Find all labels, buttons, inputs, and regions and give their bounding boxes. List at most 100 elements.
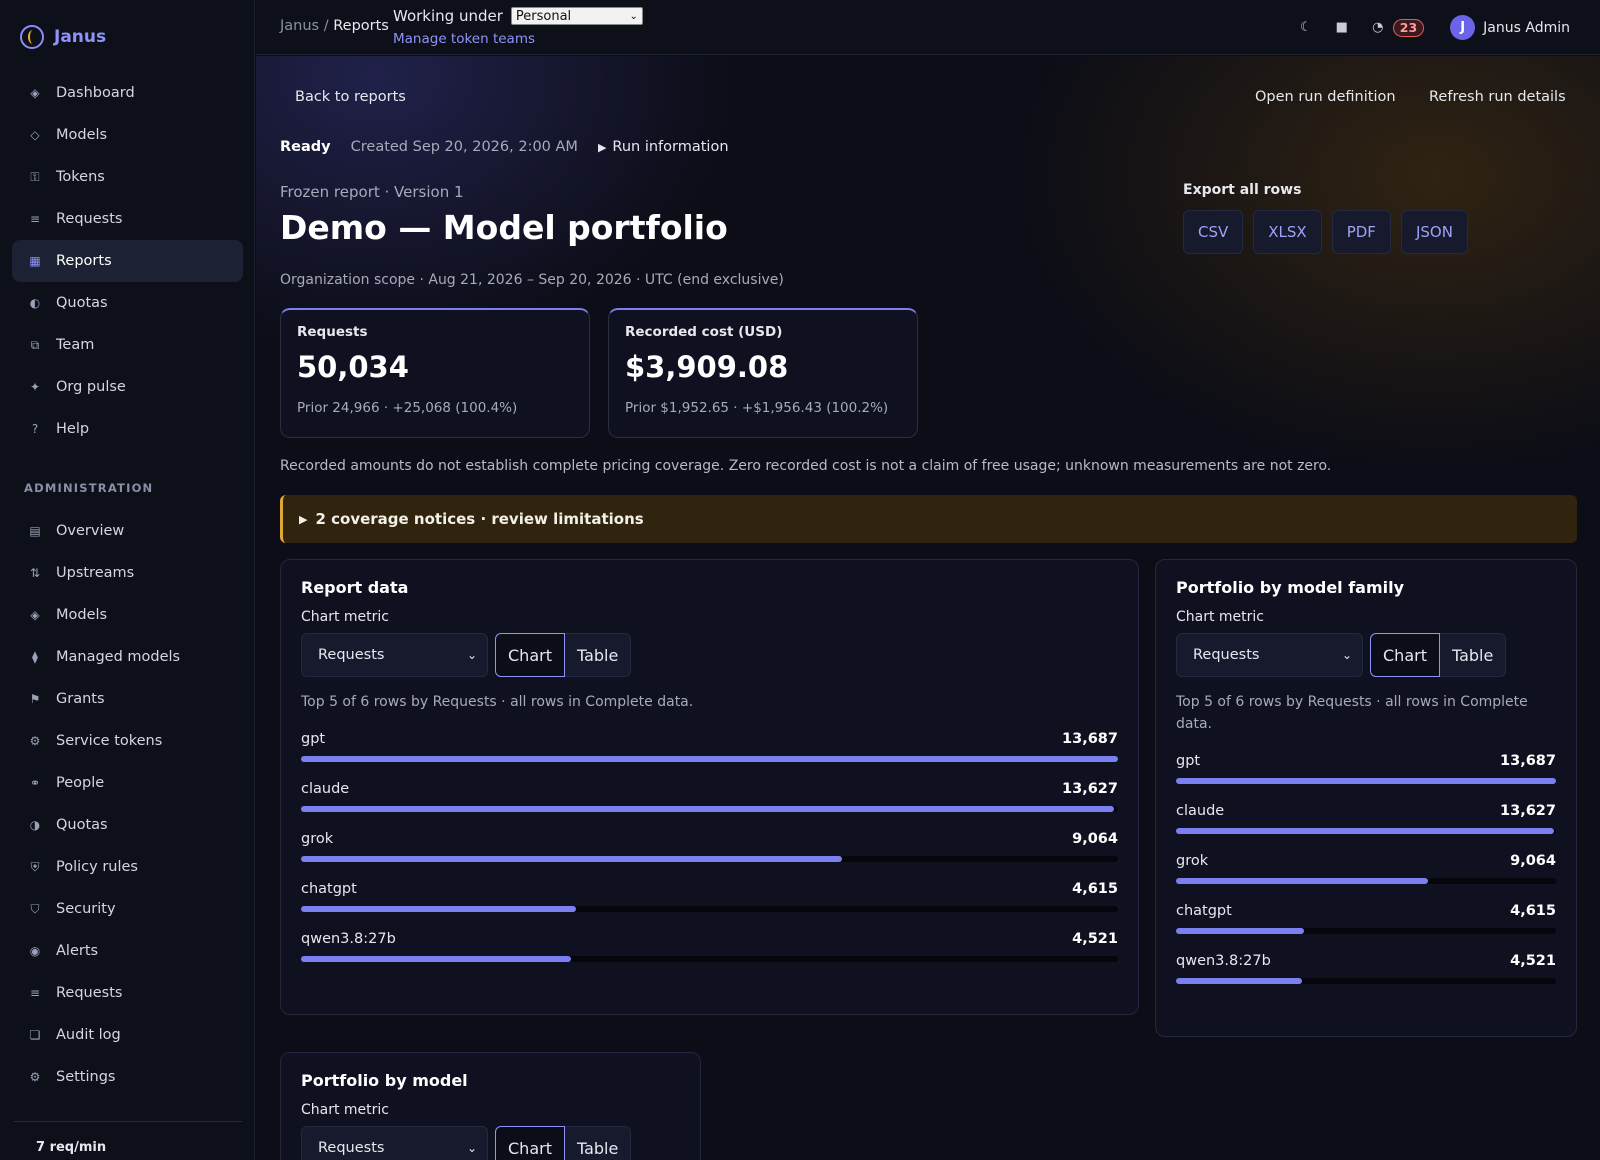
bar-track xyxy=(301,806,1118,812)
sidebar-item-label: Requests xyxy=(56,985,123,1001)
bar-header: gpt 13,687 xyxy=(301,725,1118,747)
chart-note: Top 5 of 6 rows by Requests · all rows i… xyxy=(301,694,694,710)
breadcrumb-root[interactable]: Janus xyxy=(280,18,320,34)
chart-view-button[interactable]: Chart xyxy=(1370,633,1440,677)
bar-label: qwen3.8:27b xyxy=(301,931,396,947)
coverage-notices-toggle[interactable]: ▶ 2 coverage notices · review limitation… xyxy=(280,495,1577,543)
bar-value-label: 13,627 xyxy=(1500,803,1556,819)
chart-controls: Requests ⌄ Chart Table xyxy=(301,633,1118,677)
bar-row: gpt 13,687 xyxy=(301,725,1118,775)
breadcrumb-current: Reports xyxy=(333,18,389,34)
refresh-run-details-button[interactable]: Refresh run details xyxy=(1429,89,1566,105)
admin-item-security[interactable]: ⛉ Security xyxy=(12,888,243,930)
sidebar-item-models[interactable]: ◇ Models xyxy=(12,114,243,156)
bar xyxy=(301,856,843,862)
chart-view-button[interactable]: Chart xyxy=(495,1126,565,1160)
page-title: Demo — Model portfolio xyxy=(280,208,728,247)
square-icon[interactable]: ■ xyxy=(1335,20,1348,35)
alerts-button[interactable]: ◔ 23 xyxy=(1367,18,1425,37)
sidebar-item-label: Overview xyxy=(56,523,125,539)
sidebar-item-quotas[interactable]: ◐ Quotas xyxy=(12,282,243,324)
bar-label: chatgpt xyxy=(301,881,357,897)
user-menu[interactable]: J Janus Admin xyxy=(1450,15,1570,40)
admin-item-managed-models[interactable]: ⧫ Managed models xyxy=(12,636,243,678)
bar-row: claude 13,627 xyxy=(301,775,1118,825)
sidebar-item-label: Quotas xyxy=(56,295,108,311)
status-badge: Ready xyxy=(280,139,331,155)
chart-controls: Requests ⌄ Chart Table xyxy=(1176,633,1556,677)
export-json-button[interactable]: JSON xyxy=(1400,210,1468,254)
stat-prior: Prior 24,966 · +25,068 (100.4%) xyxy=(297,400,518,416)
export-xlsx-button[interactable]: XLSX xyxy=(1253,210,1322,254)
bar-row: qwen3.8:27b 4,521 xyxy=(1176,947,1556,997)
bar-value-label: 4,615 xyxy=(1510,903,1556,919)
brand[interactable]: Janus xyxy=(20,24,106,50)
bar xyxy=(1176,928,1305,934)
brand-name: Janus xyxy=(54,27,107,47)
chevron-down-icon: ⌄ xyxy=(466,648,477,662)
sidebar-item-org-pulse[interactable]: ✦ Org pulse xyxy=(12,366,243,408)
sidebar-item-dashboard[interactable]: ◈ Dashboard xyxy=(12,72,243,114)
bar-value-label: 13,687 xyxy=(1500,753,1556,769)
team-select[interactable]: Personal ⌄ xyxy=(510,7,643,25)
back-to-reports-button[interactable]: Back to reports xyxy=(295,89,406,105)
admin-item-people[interactable]: ⚭ People xyxy=(12,762,243,804)
diamond-outline-icon: ◇ xyxy=(30,128,40,142)
admin-item-policy-rules[interactable]: ⛨ Policy rules xyxy=(12,846,243,888)
export-csv-button[interactable]: CSV xyxy=(1183,210,1244,254)
admin-item-requests[interactable]: ≡ Requests xyxy=(12,972,243,1014)
bar-label: qwen3.8:27b xyxy=(1176,953,1271,969)
table-view-button[interactable]: Table xyxy=(1439,633,1507,677)
bar-header: grok 9,064 xyxy=(1176,847,1556,869)
manage-token-teams-link[interactable]: Manage token teams xyxy=(393,31,536,47)
sidebar-item-team[interactable]: ⧉ Team xyxy=(12,324,243,366)
export-pdf-button[interactable]: PDF xyxy=(1331,210,1391,254)
chart-metric-select[interactable]: Requests ⌄ xyxy=(301,633,488,677)
bar-value-label: 9,064 xyxy=(1072,831,1118,847)
table-view-button[interactable]: Table xyxy=(564,1126,632,1160)
chart-view-button[interactable]: Chart xyxy=(495,633,565,677)
sidebar-item-help[interactable]: ? Help xyxy=(12,408,243,450)
bar-label: gpt xyxy=(1176,753,1201,769)
admin-item-overview[interactable]: ▤ Overview xyxy=(12,510,243,552)
sidebar-item-label: Reports xyxy=(56,253,112,269)
admin-item-service-tokens[interactable]: ⚙ Service tokens xyxy=(12,720,243,762)
main-content: Back to reports Open run definition Refr… xyxy=(256,56,1600,1160)
export-buttons: CSV XLSX PDF JSON xyxy=(1183,210,1468,254)
sidebar-item-tokens[interactable]: ⚿ Tokens xyxy=(12,156,243,198)
bar xyxy=(301,756,1118,762)
admin-section-label: ADMINISTRATION xyxy=(24,481,154,495)
flag-icon: ⚑ xyxy=(29,692,41,706)
admin-item-audit-log[interactable]: ❏ Audit log xyxy=(12,1014,243,1056)
list-icon: ≡ xyxy=(29,212,41,226)
panel-title: Portfolio by model family xyxy=(1176,578,1405,597)
admin-item-upstreams[interactable]: ⇅ Upstreams xyxy=(12,552,243,594)
team-select-value: Personal xyxy=(515,8,572,24)
open-run-definition-button[interactable]: Open run definition xyxy=(1255,89,1396,105)
chart-metric-label: Chart metric xyxy=(301,609,390,625)
sidebar-item-label: Org pulse xyxy=(56,379,126,395)
sidebar-item-reports[interactable]: ▦ Reports xyxy=(12,240,243,282)
table-view-button[interactable]: Table xyxy=(564,633,632,677)
admin-item-grants[interactable]: ⚑ Grants xyxy=(12,678,243,720)
admin-item-settings[interactable]: ⚙ Settings xyxy=(12,1056,243,1098)
sidebar-item-label: Help xyxy=(56,421,90,437)
chart-metric-label: Chart metric xyxy=(1176,609,1265,625)
sidebar-item-label: Dashboard xyxy=(56,85,135,101)
bar-label: grok xyxy=(1176,853,1209,869)
admin-item-models[interactable]: ◈ Models xyxy=(12,594,243,636)
run-information-toggle[interactable]: ▶ Run information xyxy=(598,139,729,155)
admin-item-quotas[interactable]: ◑ Quotas xyxy=(12,804,243,846)
chart-metric-select[interactable]: Requests ⌄ xyxy=(1176,633,1363,677)
sidebar-item-label: Team xyxy=(56,337,95,353)
chart-metric-select[interactable]: Requests ⌄ xyxy=(301,1126,488,1160)
run-status-row: Ready Created Sep 20, 2026, 2:00 AM ▶ Run… xyxy=(280,139,729,155)
sidebar-item-requests[interactable]: ≡ Requests xyxy=(12,198,243,240)
moon-icon[interactable]: ☾ xyxy=(1299,20,1312,35)
sidebar-item-label: Audit log xyxy=(56,1027,121,1043)
cube-icon: ⧫ xyxy=(32,650,38,664)
bar-label: claude xyxy=(1176,803,1225,819)
admin-item-alerts[interactable]: ◉ Alerts xyxy=(12,930,243,972)
key-icon: ⚿ xyxy=(30,169,40,184)
stat-label: Requests xyxy=(297,324,368,340)
